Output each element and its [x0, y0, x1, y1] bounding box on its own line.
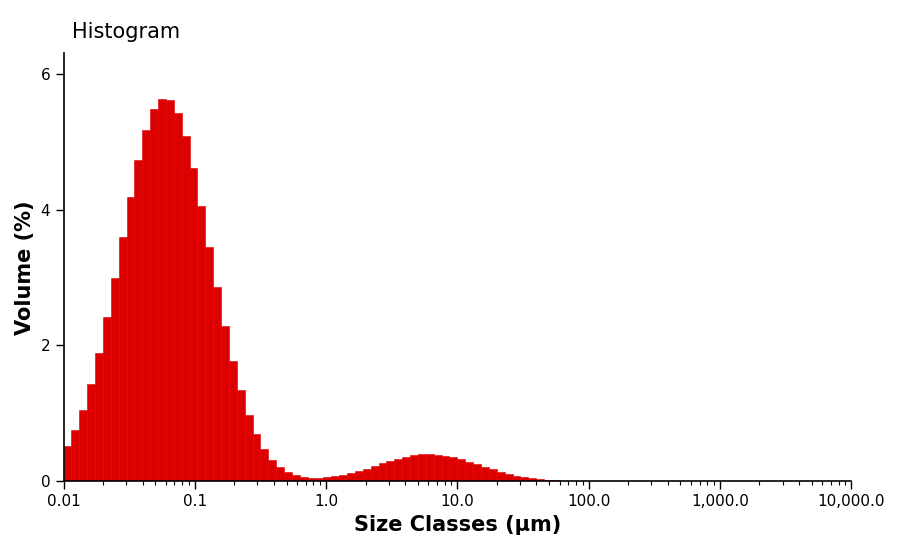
Bar — [355, 471, 363, 481]
Bar — [465, 462, 473, 481]
Bar — [197, 206, 205, 481]
Bar — [481, 467, 489, 481]
Bar — [331, 476, 339, 481]
Bar — [245, 415, 253, 481]
Bar — [213, 287, 221, 481]
Bar — [158, 98, 166, 481]
Bar — [174, 113, 182, 481]
Bar — [64, 446, 71, 481]
Bar — [284, 472, 292, 481]
Bar — [347, 473, 355, 481]
Bar — [253, 434, 260, 481]
Bar — [182, 136, 190, 481]
Bar — [402, 456, 410, 481]
Bar — [166, 100, 174, 481]
Bar — [512, 476, 520, 481]
Bar — [142, 130, 150, 481]
Bar — [87, 384, 95, 481]
Bar — [442, 455, 449, 481]
Bar — [134, 160, 142, 481]
Bar — [292, 475, 300, 481]
Bar — [473, 464, 481, 481]
Bar — [386, 461, 394, 481]
Bar — [528, 478, 536, 481]
Bar — [371, 466, 379, 481]
Bar — [434, 454, 442, 481]
Bar — [426, 454, 434, 481]
Bar — [394, 459, 402, 481]
Bar — [339, 475, 347, 481]
Bar — [300, 477, 308, 481]
Bar — [95, 353, 103, 481]
Bar — [552, 480, 560, 481]
Bar — [379, 464, 386, 481]
Bar — [237, 390, 245, 481]
Bar — [418, 454, 426, 481]
Bar — [536, 479, 544, 481]
Bar — [520, 477, 528, 481]
Bar — [205, 246, 213, 481]
Bar — [190, 168, 197, 481]
Bar — [363, 469, 371, 481]
Bar — [111, 278, 119, 481]
Bar — [221, 326, 229, 481]
Bar — [119, 237, 127, 481]
Bar — [308, 478, 316, 481]
Y-axis label: Volume (%): Volume (%) — [15, 200, 35, 334]
Bar — [268, 460, 276, 481]
Bar — [127, 197, 134, 481]
Bar — [150, 109, 158, 481]
Bar — [79, 410, 87, 481]
Bar — [71, 430, 79, 481]
X-axis label: Size Classes (μm): Size Classes (μm) — [354, 515, 561, 535]
Text: Histogram: Histogram — [72, 22, 180, 42]
Bar — [229, 360, 237, 481]
Bar — [260, 449, 268, 481]
Bar — [410, 455, 418, 481]
Bar — [489, 469, 497, 481]
Bar — [544, 480, 552, 481]
Bar — [505, 474, 512, 481]
Bar — [323, 477, 331, 481]
Bar — [449, 457, 457, 481]
Bar — [103, 317, 111, 481]
Bar — [497, 472, 505, 481]
Bar — [316, 478, 323, 481]
Bar — [457, 459, 465, 481]
Bar — [276, 467, 284, 481]
